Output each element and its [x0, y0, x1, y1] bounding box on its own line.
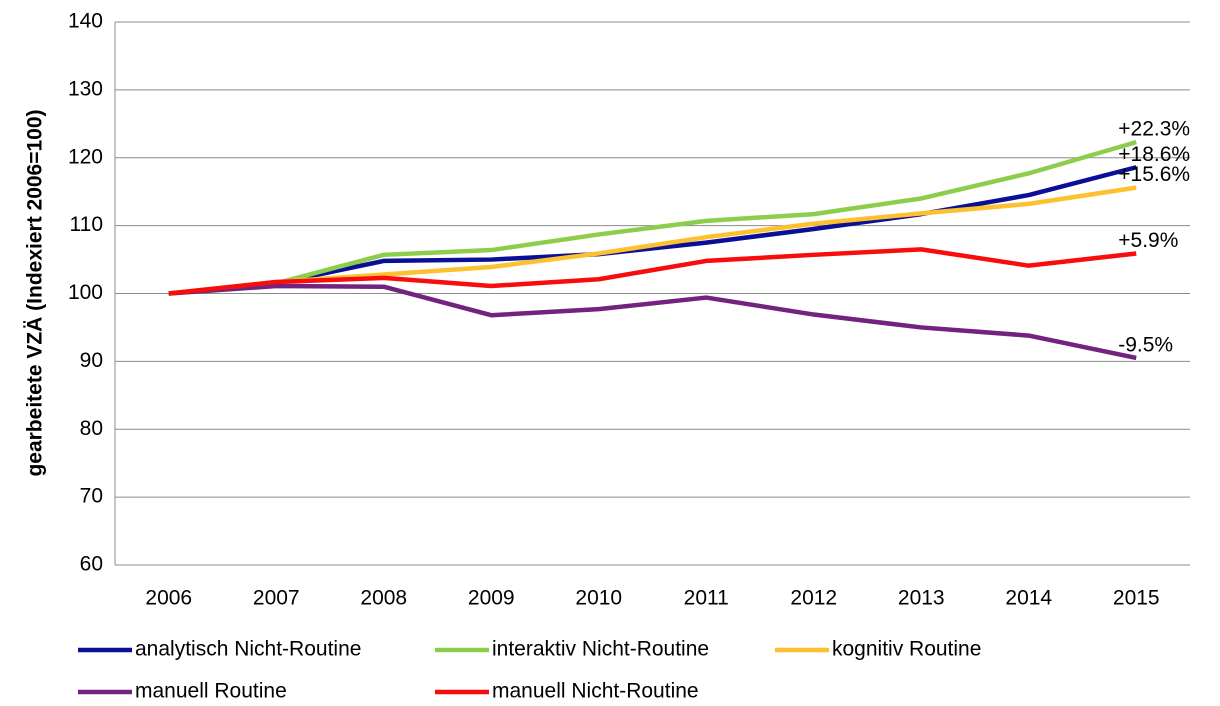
series-line [168, 283, 1137, 361]
data-label: -9.5% [1118, 334, 1173, 357]
series-line [168, 139, 1137, 296]
data-label: +18.6% [1118, 143, 1190, 166]
series-line [168, 165, 1137, 296]
legend-label: manuell Nicht-Routine [492, 680, 699, 703]
y-tick-label: 80 [80, 417, 103, 440]
y-tick-label: 90 [80, 349, 103, 372]
x-tick-label: 2015 [1113, 587, 1160, 610]
legend-label: manuell Routine [135, 680, 287, 703]
y-tick-label: 120 [68, 145, 103, 168]
legend-label: kognitiv Routine [832, 638, 981, 661]
data-label: +15.6% [1118, 163, 1190, 186]
x-tick-label: 2013 [898, 587, 945, 610]
x-tick-label: 2011 [684, 587, 729, 610]
data-label: +5.9% [1118, 229, 1178, 252]
x-tick-label: 2010 [575, 587, 622, 610]
x-tick-label: 2009 [468, 587, 515, 610]
y-tick-label: 140 [68, 10, 103, 33]
y-tick-label: 100 [68, 281, 103, 304]
data-label: +22.3% [1118, 118, 1190, 141]
x-tick-label: 2007 [253, 587, 300, 610]
y-tick-label: 110 [70, 213, 103, 236]
y-axis-label: gearbeitete VZÄ (Indexiert 2006=100) [24, 109, 47, 476]
legend-label: interaktiv Nicht-Routine [492, 638, 709, 661]
y-tick-label: 70 [80, 485, 103, 508]
x-tick-label: 2012 [790, 587, 837, 610]
y-tick-label: 130 [68, 77, 103, 100]
x-tick-label: 2008 [360, 587, 407, 610]
y-tick-label: 60 [80, 553, 103, 576]
x-tick-label: 2006 [145, 587, 192, 610]
series-line [168, 247, 1137, 296]
legend-label: analytisch Nicht-Routine [135, 638, 361, 661]
x-tick-label: 2014 [1005, 587, 1052, 610]
